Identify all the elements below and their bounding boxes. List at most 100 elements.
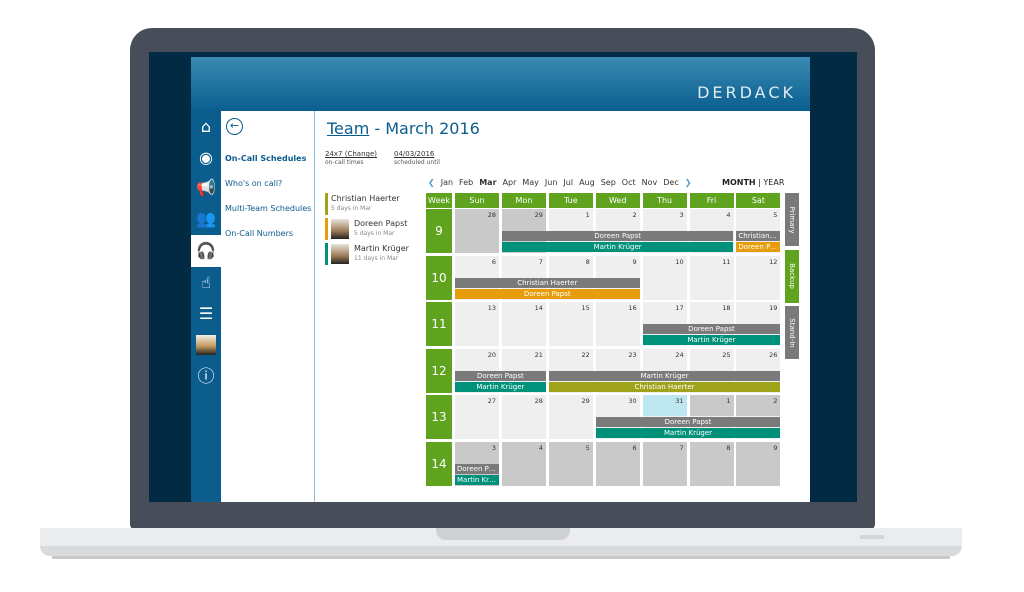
on-call-times: 24x7 (Change) on-call times: [325, 150, 377, 166]
shift-bar[interactable]: Martin Krüger: [548, 370, 781, 381]
shift-bar[interactable]: Doreen Papst: [455, 288, 640, 299]
laptop-notch: [436, 528, 570, 540]
month-jun[interactable]: Jun: [544, 178, 558, 187]
day-cell[interactable]: 6: [595, 441, 640, 486]
scheduled-until-value[interactable]: 04/03/2016: [394, 150, 435, 158]
day-cell[interactable]: 29: [548, 395, 593, 439]
person-name: Martin Krüger: [354, 244, 409, 253]
month-sep[interactable]: Sep: [600, 178, 616, 187]
help-icon[interactable]: ⓘ: [197, 367, 215, 387]
person-days: 11 days in Mar: [354, 255, 399, 262]
shift-bar[interactable]: Doreen Papst: [736, 242, 781, 252]
nav-whos-on-call[interactable]: Who's on call?: [225, 179, 283, 188]
shift-bar[interactable]: Christian Haerter: [455, 277, 640, 288]
shift-bar[interactable]: Martin Krüger: [642, 335, 781, 345]
month-jan[interactable]: Jan: [440, 178, 454, 187]
role-label: Primary: [788, 205, 796, 234]
day-cell[interactable]: 5: [548, 441, 593, 486]
shift-bar[interactable]: Christian Haerter: [736, 231, 781, 241]
day-cell[interactable]: 10: [642, 255, 687, 300]
day-cell[interactable]: 27: [455, 395, 499, 439]
day-cell[interactable]: 16: [595, 302, 640, 346]
day-number: 2: [773, 397, 778, 405]
month-mar[interactable]: Mar: [479, 178, 497, 187]
role-tab-stand-in[interactable]: Stand-In: [785, 306, 799, 359]
day-number: 18: [722, 304, 731, 312]
bell-icon[interactable]: ◉: [199, 148, 213, 167]
day-number: 11: [722, 257, 731, 266]
month-apr[interactable]: Apr: [502, 178, 517, 187]
laptop-led: [860, 535, 884, 539]
shift-bar[interactable]: Doreen Papst: [642, 324, 781, 334]
day-number: 3: [679, 211, 684, 219]
legend-person[interactable]: Doreen Papst 5 days in Mar: [325, 218, 415, 240]
users-icon[interactable]: 👥: [196, 209, 216, 228]
day-cell[interactable]: 8: [689, 441, 734, 486]
day-cell[interactable]: 9: [736, 441, 781, 486]
month-feb[interactable]: Feb: [459, 178, 474, 187]
shift-bar[interactable]: Martin Krüger: [455, 381, 546, 392]
nav-on-call-schedules[interactable]: On-Call Schedules: [225, 154, 307, 163]
icon-sidebar: ⌂ ◉ 📢 👥 🎧 ☝ ☰ ⓘ: [191, 111, 221, 502]
day-cell-today: [642, 395, 687, 416]
shift-bar[interactable]: Doreen Papst: [501, 231, 734, 241]
scheduled-until-label: scheduled until: [394, 159, 440, 166]
shift-bar[interactable]: Christian Haerter: [548, 381, 781, 392]
shift-bar[interactable]: Martin Krüger: [595, 428, 781, 438]
role-tab-primary[interactable]: Primary: [785, 193, 799, 246]
day-cell[interactable]: 11: [689, 255, 734, 300]
nav-multi-team-schedules[interactable]: Multi-Team Schedules: [225, 204, 312, 213]
team-link[interactable]: Team: [327, 119, 370, 138]
person-days: 5 days in Mar: [331, 205, 372, 212]
phone-list-icon[interactable]: ☰: [198, 304, 214, 323]
day-header-mon: Mon: [501, 193, 546, 208]
day-number: 4: [538, 443, 543, 452]
next-year-arrow-icon[interactable]: ❯: [684, 178, 692, 187]
day-cell[interactable]: 28: [501, 395, 546, 439]
month-aug[interactable]: Aug: [579, 178, 595, 187]
megaphone-icon[interactable]: 📢: [196, 178, 216, 197]
day-cell[interactable]: 14: [501, 302, 546, 346]
shift-bar[interactable]: Doreen Papst: [455, 370, 546, 381]
day-cell[interactable]: 28: [455, 209, 499, 253]
day-cell[interactable]: 12: [736, 255, 781, 300]
day-cell[interactable]: 7: [642, 441, 687, 486]
home-icon[interactable]: ⌂: [200, 117, 212, 136]
day-cell[interactable]: 15: [548, 302, 593, 346]
shift-bar[interactable]: Doreen Papst: [455, 463, 499, 474]
day-number: 28: [534, 397, 543, 405]
shift-bar[interactable]: Doreen Papst: [595, 417, 781, 427]
month-view-button[interactable]: MONTH: [722, 178, 756, 187]
week-number: 11: [426, 302, 452, 346]
on-call-times-value[interactable]: 24x7 (Change): [325, 150, 377, 158]
nav-on-call-numbers[interactable]: On-Call Numbers: [225, 229, 294, 238]
day-number: 14: [534, 304, 543, 312]
year-view-button[interactable]: YEAR: [763, 178, 785, 187]
day-cell[interactable]: 4: [501, 441, 546, 486]
day-number: 10: [675, 257, 684, 266]
person-name: Christian Haerter: [331, 194, 400, 203]
day-cell[interactable]: 13: [455, 302, 499, 346]
legend-person[interactable]: Martin Krüger 11 days in Mar: [325, 243, 415, 265]
role-tab-backup[interactable]: Backup: [785, 249, 799, 303]
shift-bar[interactable]: Martin Krüger: [501, 242, 734, 252]
day-number: 2: [632, 211, 637, 219]
user-avatar[interactable]: [191, 331, 221, 359]
role-label: Stand-In: [788, 317, 796, 348]
month-oct[interactable]: Oct: [621, 178, 636, 187]
tap-icon[interactable]: ☝: [201, 273, 211, 292]
headset-icon[interactable]: 🎧: [191, 235, 221, 267]
title-text: - March 2016: [369, 119, 480, 138]
month-may[interactable]: May: [522, 178, 539, 187]
prev-year-arrow-icon[interactable]: ❮: [428, 178, 435, 187]
month-dec[interactable]: Dec: [663, 178, 679, 187]
person-days: 5 days in Mar: [354, 230, 395, 237]
day-number: 6: [632, 443, 637, 452]
month-nov[interactable]: Nov: [641, 178, 658, 187]
person-color-bar: [325, 218, 328, 240]
person-color-bar: [325, 243, 328, 265]
legend-person[interactable]: Christian Haerter 5 days in Mar: [325, 193, 415, 215]
back-arrow-icon[interactable]: ←: [226, 118, 243, 135]
shift-bar[interactable]: Martin Krüger: [455, 474, 499, 485]
month-jul[interactable]: Jul: [563, 178, 574, 187]
